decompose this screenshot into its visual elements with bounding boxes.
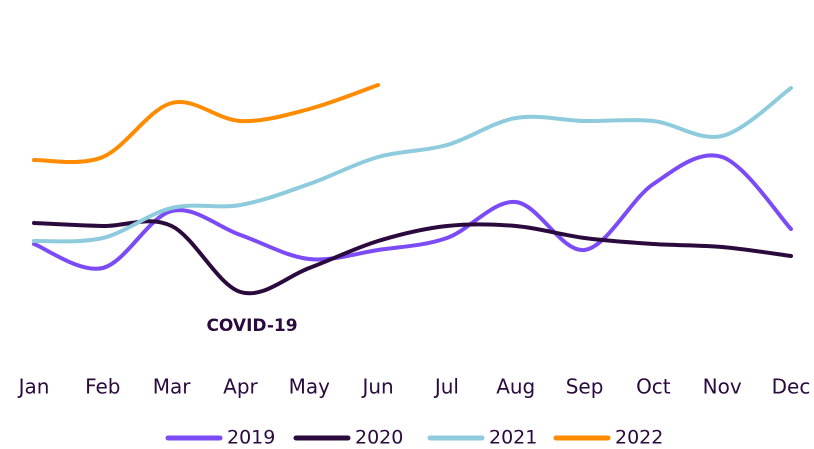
x-tick-label: Nov: [703, 375, 742, 399]
x-tick-label: Jul: [433, 375, 459, 399]
legend-label: 2019: [227, 427, 275, 449]
x-tick-label: Sep: [566, 375, 604, 399]
x-tick-label: Apr: [223, 375, 258, 399]
series-line: [32, 153, 793, 271]
x-tick-label: Jun: [360, 375, 393, 399]
series-line: [32, 219, 793, 296]
x-tick-label: Oct: [636, 375, 671, 399]
series-line: [32, 86, 793, 244]
x-tick-label: Dec: [772, 375, 811, 399]
x-tick-label: May: [289, 375, 331, 399]
x-tick-label: Aug: [496, 375, 535, 399]
legend-label: 2021: [489, 427, 537, 449]
legend-label: 2020: [355, 427, 403, 449]
legend-label: 2022: [615, 427, 663, 449]
x-tick-label: Feb: [85, 375, 120, 399]
annotation: COVID-19: [206, 316, 297, 336]
x-tick-label: Mar: [153, 375, 192, 399]
series-line: [32, 83, 381, 164]
x-tick-label: Jan: [17, 375, 50, 399]
